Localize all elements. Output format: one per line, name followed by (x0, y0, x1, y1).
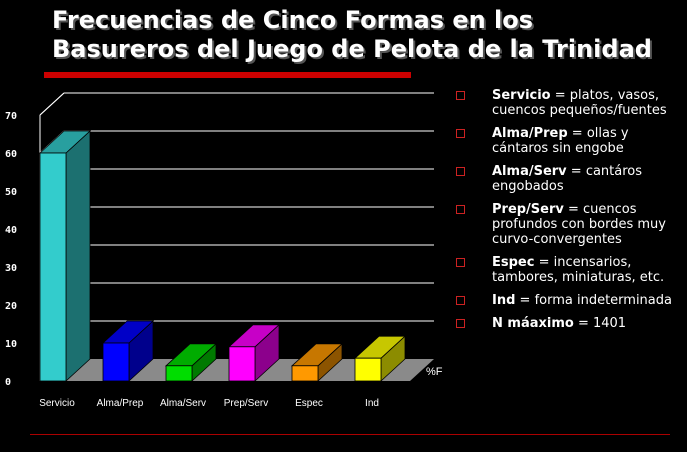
title-line-2: Basureros del Juego de Pelota de la Trin… (52, 35, 652, 63)
bar-side (65, 130, 91, 382)
bar-front (228, 346, 256, 382)
legend-item: Alma/Prep = ollas y cántaros sin engobe (454, 126, 684, 156)
y-axis-label: %F (426, 366, 443, 378)
legend-item: Ind = forma indeterminada (454, 293, 684, 308)
square-bullet-icon (456, 167, 465, 176)
x-tick-label: Alma/Prep (97, 398, 144, 409)
legend-item: N máaximo = 1401 (454, 316, 684, 331)
chart-title: Frecuencias de Cinco Formas en los Basur… (52, 6, 682, 64)
y-tick-label: 10 (5, 339, 17, 350)
legend-description: = platos, vasos, cuencos pequeños/fuente… (492, 88, 667, 118)
bar-front (354, 357, 382, 382)
bar-espec (290, 342, 344, 382)
x-tick-label: Alma/Serv (160, 398, 206, 409)
legend-description: = ollas y cántaros sin engobe (492, 126, 629, 156)
bar-front (39, 152, 67, 382)
legend-item: Servicio = platos, vasos, cuencos pequeñ… (454, 88, 684, 118)
legend-description: = cuencos profundos con bordes muy curvo… (492, 202, 666, 247)
legend-description: = forma indeterminada (515, 293, 672, 308)
title-underline (44, 72, 411, 78)
legend-term: Alma/Prep (492, 126, 568, 141)
bar-front (102, 342, 130, 382)
bar-alma-prep (101, 320, 155, 382)
square-bullet-icon (456, 129, 465, 138)
x-tick-label: Ind (365, 398, 379, 409)
legend-term: Prep/Serv (492, 202, 564, 217)
x-tick-label: Espec (295, 398, 323, 409)
y-tick-label: 40 (5, 225, 17, 236)
y-tick-label: 60 (5, 149, 17, 160)
square-bullet-icon (456, 296, 465, 305)
title-line-1: Frecuencias de Cinco Formas en los (52, 6, 534, 34)
legend-item: Alma/Serv = cantáros engobados (454, 164, 684, 194)
square-bullet-icon (456, 319, 465, 328)
bar-prep-serv (227, 323, 281, 382)
x-tick-label: Servicio (39, 398, 75, 409)
bottom-divider (30, 434, 670, 435)
y-tick-label: 20 (5, 301, 17, 312)
legend-description: = 1401 (573, 316, 627, 331)
y-tick-label: 70 (5, 111, 17, 122)
bar-ind (353, 335, 407, 382)
legend-description: = cantáros engobados (492, 164, 643, 194)
square-bullet-icon (456, 258, 465, 267)
legend-term: Alma/Serv (492, 164, 567, 179)
legend: Servicio = platos, vasos, cuencos pequeñ… (454, 88, 684, 339)
bar-front (291, 365, 319, 382)
legend-item: Espec = incensarios, tambores, miniatura… (454, 255, 684, 285)
y-tick-label: 30 (5, 263, 17, 274)
legend-description: = incensarios, tambores, miniaturas, etc… (492, 255, 665, 285)
y-tick-label: 50 (5, 187, 17, 198)
bar-front (165, 365, 193, 382)
square-bullet-icon (456, 205, 465, 214)
legend-term: Servicio (492, 88, 551, 103)
square-bullet-icon (456, 91, 465, 100)
legend-term: Espec (492, 255, 535, 270)
bar-alma-serv (164, 342, 218, 382)
gridline-diagonal (39, 92, 65, 116)
bar-servicio (38, 130, 92, 382)
legend-term: N máaximo (492, 316, 574, 331)
x-tick-label: Prep/Serv (224, 398, 268, 409)
y-tick-label: 0 (5, 377, 11, 388)
legend-term: Ind (492, 293, 516, 308)
legend-item: Prep/Serv = cuencos profundos con bordes… (454, 202, 684, 247)
